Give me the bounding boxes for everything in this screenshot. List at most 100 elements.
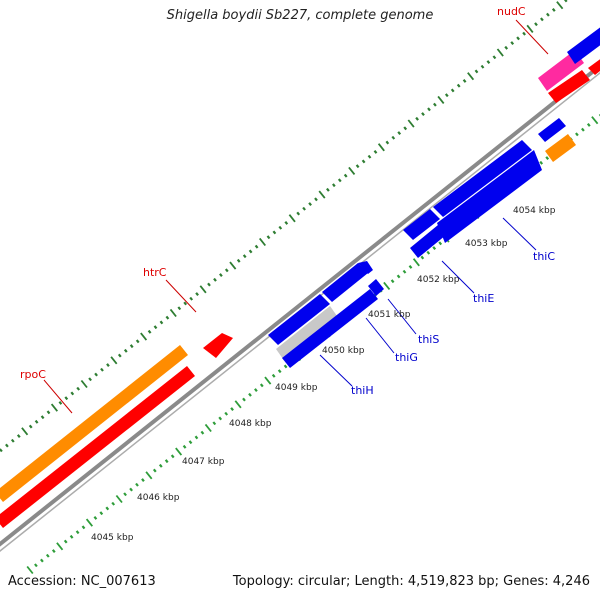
minor-tick	[456, 83, 461, 88]
major-tick	[437, 95, 445, 104]
minor-tick	[397, 131, 402, 135]
major-tick	[348, 166, 356, 175]
gene-label-rpoC[interactable]: rpoC	[20, 368, 46, 381]
minor-tick	[147, 329, 152, 334]
minor-tick	[45, 553, 50, 558]
scale-label-4047: 4047 kbp	[182, 457, 225, 467]
minor-tick	[105, 506, 110, 511]
accession-text: Accession: NC_007613	[8, 574, 156, 589]
minor-tick	[64, 396, 69, 401]
minor-tick	[207, 282, 211, 287]
minor-tick	[390, 279, 395, 284]
minor-tick	[117, 353, 122, 358]
scale-label-4051: 4051 kbp	[368, 310, 411, 320]
gene-right-red-1[interactable]	[548, 70, 590, 103]
minor-tick	[337, 178, 342, 183]
minor-tick	[100, 367, 104, 372]
major-tick	[26, 565, 34, 575]
gene-rpoC-partner[interactable]	[0, 366, 195, 528]
scale-label-4054: 4054 kbp	[513, 206, 556, 216]
minor-tick	[438, 241, 443, 246]
minor-tick	[224, 268, 229, 273]
major-tick	[526, 24, 534, 33]
minor-tick	[326, 187, 330, 192]
gene-right-orange[interactable]	[545, 134, 576, 162]
leader-thiS	[387, 298, 417, 335]
major-tick	[467, 72, 475, 81]
minor-tick	[40, 558, 44, 563]
scale-label-4046: 4046 kbp	[137, 493, 180, 503]
minor-tick	[391, 135, 396, 140]
gene-right-blue-top[interactable]	[567, 20, 600, 64]
major-tick	[264, 376, 272, 385]
minor-tick	[296, 211, 301, 216]
leader-rpoC	[43, 379, 73, 414]
gene-right-red-2[interactable]	[588, 52, 600, 75]
gene-thiC[interactable]	[433, 140, 532, 217]
scale-label-4053: 4053 kbp	[465, 239, 508, 249]
gene-label-thiH[interactable]: thiH	[351, 384, 374, 397]
minor-tick	[504, 45, 509, 50]
minor-tick	[332, 183, 336, 188]
minor-tick	[277, 369, 282, 374]
outer-tick-track	[0, 0, 568, 453]
minor-tick	[314, 197, 318, 202]
gene-thiE[interactable]	[403, 209, 440, 240]
minor-tick	[16, 434, 21, 438]
leader-thiC	[502, 217, 537, 251]
gene-htrC[interactable]	[203, 333, 233, 358]
gene-label-thiE[interactable]: thiE	[473, 292, 494, 305]
gene-thiC-partner[interactable]	[437, 150, 542, 243]
gene-label-nudC[interactable]: nudC	[497, 5, 526, 18]
major-tick	[50, 403, 59, 412]
minor-tick	[34, 419, 39, 424]
scale-label-4049: 4049 kbp	[275, 383, 318, 393]
minor-tick	[141, 478, 145, 482]
minor-tick	[480, 64, 485, 69]
gene-thiG[interactable]	[322, 263, 368, 302]
major-tick	[169, 308, 177, 318]
gene-thiS[interactable]	[358, 261, 373, 274]
minor-tick	[219, 273, 223, 277]
minor-tick	[421, 112, 425, 116]
minor-tick	[242, 397, 246, 402]
minor-tick	[200, 430, 205, 435]
gene-label-thiC[interactable]: thiC	[533, 250, 555, 263]
gene-rpoC[interactable]	[0, 345, 188, 502]
leader-htrC	[165, 279, 197, 313]
gene-thiS-partner[interactable]	[368, 279, 384, 296]
minor-tick	[165, 315, 170, 320]
minor-tick	[189, 296, 194, 301]
minor-tick	[10, 438, 15, 443]
gene-right-blue-forward[interactable]	[538, 118, 566, 142]
gene-label-thiG[interactable]: thiG	[395, 351, 418, 364]
minor-tick	[76, 386, 81, 391]
gene-thiG-partner-gray[interactable]	[276, 306, 337, 359]
gene-thiH[interactable]	[268, 294, 330, 345]
major-tick	[591, 116, 599, 125]
gene-thiE-partner[interactable]	[410, 225, 446, 258]
minor-tick	[551, 8, 556, 12]
gene-thiG-partner-blue[interactable]	[282, 289, 378, 368]
gene-label-thiS[interactable]: thiS	[418, 333, 439, 346]
minor-tick	[254, 244, 259, 249]
leader-thiE	[441, 260, 475, 294]
gene-label-htrC[interactable]: htrC	[143, 266, 167, 279]
minor-tick	[248, 392, 252, 397]
minor-tick	[40, 415, 45, 420]
minor-tick	[5, 443, 9, 448]
minor-tick	[123, 348, 128, 353]
minor-tick	[343, 173, 348, 178]
minor-tick	[93, 516, 98, 520]
minor-tick	[236, 258, 241, 263]
major-tick	[377, 143, 385, 152]
major-tick	[56, 542, 64, 551]
minor-tick	[540, 17, 544, 22]
minor-tick	[534, 22, 538, 27]
scale-label-4050: 4050 kbp	[322, 346, 365, 356]
leader-thiG	[365, 317, 395, 354]
minor-tick	[266, 235, 271, 240]
minor-tick	[242, 254, 247, 259]
minor-tick	[88, 377, 92, 382]
